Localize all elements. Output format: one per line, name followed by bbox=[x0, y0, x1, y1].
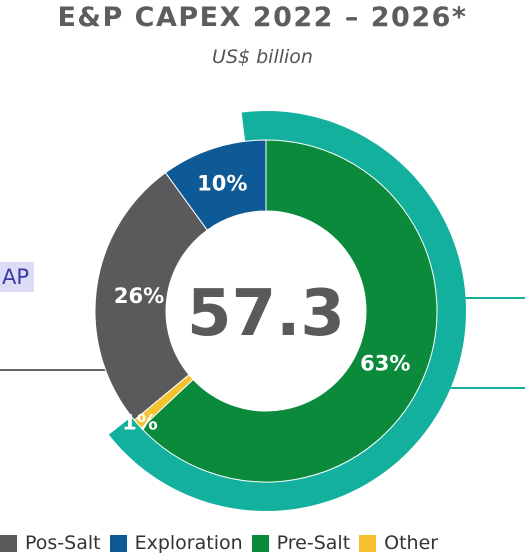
slice-label-other: 1% bbox=[122, 411, 158, 435]
legend-swatch-pos-salt bbox=[0, 534, 17, 552]
center-total: 57.3 bbox=[187, 277, 345, 351]
slice-label-exploration: 10% bbox=[197, 172, 247, 196]
legend-swatch-other bbox=[359, 534, 377, 552]
legend-item-pre-salt: Pre-Salt bbox=[251, 532, 351, 554]
slice-label-pre-salt: 63% bbox=[360, 352, 410, 376]
donut-hole bbox=[166, 211, 366, 411]
chart-title: E&P CAPEX 2022 – 2026* bbox=[57, 2, 468, 33]
slice-exploration bbox=[164, 139, 267, 231]
legend-item-exploration: Exploration bbox=[109, 532, 243, 554]
legend-label-pos-salt: Pos-Salt bbox=[25, 532, 101, 554]
legend-label-pre-salt: Pre-Salt bbox=[276, 532, 351, 554]
donut-chart: 63% 1% 26% 10% 57.3 bbox=[0, 110, 525, 511]
legend-swatch-pre-salt bbox=[251, 534, 269, 552]
legend-item-pos-salt: Pos-Salt bbox=[0, 532, 101, 554]
chart-subtitle: US$ billion bbox=[212, 46, 313, 68]
legend-label-exploration: Exploration bbox=[134, 532, 243, 554]
legend-label-other: Other bbox=[384, 532, 439, 554]
slice-label-pos-salt: 26% bbox=[114, 284, 164, 308]
legend-item-other: Other bbox=[359, 532, 438, 554]
legend-swatch-exploration bbox=[109, 534, 127, 552]
legend: Pos-Salt Exploration Pre-Salt Other bbox=[0, 530, 525, 556]
side-tag: AP bbox=[0, 262, 34, 292]
